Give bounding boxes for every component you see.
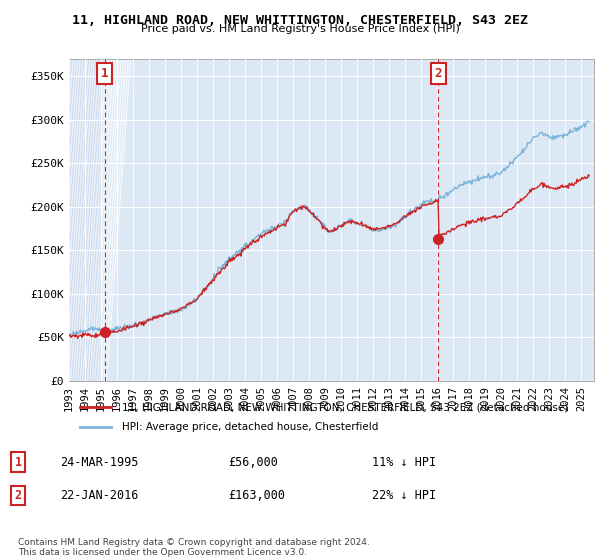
Text: 2: 2 — [434, 67, 442, 80]
Text: Contains HM Land Registry data © Crown copyright and database right 2024.
This d: Contains HM Land Registry data © Crown c… — [18, 538, 370, 557]
Text: £56,000: £56,000 — [228, 455, 278, 469]
Text: 1: 1 — [14, 455, 22, 469]
Text: HPI: Average price, detached house, Chesterfield: HPI: Average price, detached house, Ches… — [121, 422, 378, 432]
Text: Price paid vs. HM Land Registry's House Price Index (HPI): Price paid vs. HM Land Registry's House … — [140, 24, 460, 34]
Text: 2: 2 — [14, 489, 22, 502]
Text: 1: 1 — [101, 67, 109, 80]
Text: £163,000: £163,000 — [228, 489, 285, 502]
Text: 11, HIGHLAND ROAD, NEW WHITTINGTON, CHESTERFIELD, S43 2EZ: 11, HIGHLAND ROAD, NEW WHITTINGTON, CHES… — [72, 14, 528, 27]
Bar — [69, 59, 101, 381]
Text: 22% ↓ HPI: 22% ↓ HPI — [372, 489, 436, 502]
Text: 11% ↓ HPI: 11% ↓ HPI — [372, 455, 436, 469]
Text: 24-MAR-1995: 24-MAR-1995 — [60, 455, 139, 469]
Text: 11, HIGHLAND ROAD, NEW WHITTINGTON, CHESTERFIELD, S43 2EZ (detached house): 11, HIGHLAND ROAD, NEW WHITTINGTON, CHES… — [121, 402, 568, 412]
Text: 22-JAN-2016: 22-JAN-2016 — [60, 489, 139, 502]
